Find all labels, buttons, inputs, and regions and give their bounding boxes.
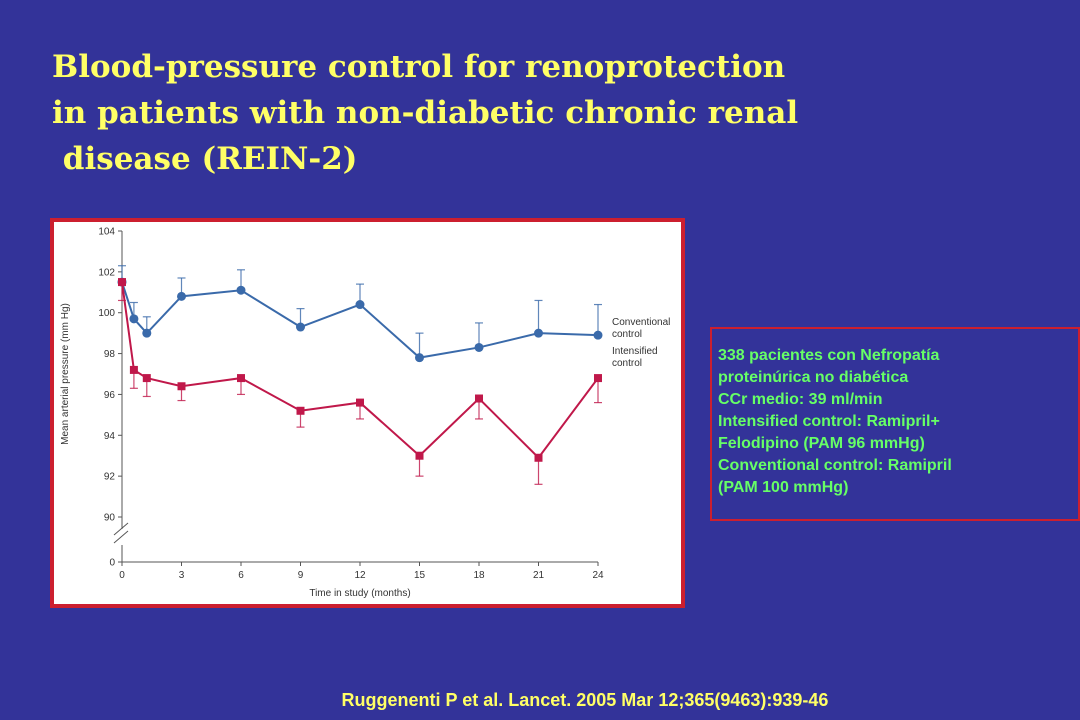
title-line-3: disease (REIN-2) bbox=[52, 141, 358, 177]
data-point-intensified bbox=[142, 374, 151, 383]
line-chart: 90 92 94 96 98 100 102 104 00 3 6 9 12 15 18 21 24 Time i… bbox=[60, 227, 670, 600]
legend-label-conventional: Conventional bbox=[612, 317, 670, 328]
info-line: CCr medio: 39 ml/min bbox=[718, 391, 883, 408]
legend-label-intensified: Intensified bbox=[612, 346, 658, 357]
data-point-conventional bbox=[474, 342, 484, 352]
data-point-intensified bbox=[415, 451, 424, 460]
axis-break-mark bbox=[113, 530, 129, 544]
x-tick-label: 3 bbox=[179, 570, 185, 581]
title-line-2: in patients with non-diabetic chronic re… bbox=[52, 95, 799, 131]
y-tick-label: 92 bbox=[104, 472, 116, 483]
data-point-conventional bbox=[355, 300, 365, 310]
y-tick-label: 94 bbox=[104, 431, 116, 442]
x-tick-label: 9 bbox=[298, 570, 304, 581]
data-point-conventional bbox=[415, 353, 424, 363]
data-point-intensified bbox=[296, 406, 305, 415]
axis-break-mark bbox=[113, 522, 129, 536]
y-tick-label: 100 bbox=[98, 308, 115, 319]
data-point-conventional bbox=[296, 322, 305, 332]
data-point-intensified bbox=[129, 365, 138, 374]
data-point-conventional bbox=[142, 328, 152, 338]
y-tick-label: 104 bbox=[98, 227, 115, 238]
y-tick-label: 102 bbox=[98, 267, 115, 278]
x-tick-label: 12 bbox=[354, 570, 366, 581]
y-tick-label: 90 bbox=[104, 513, 116, 524]
info-line: 338 pacientes con Nefropatía bbox=[718, 347, 940, 364]
chart-frame: 90 92 94 96 98 100 102 104 0 0 3 6 9 12 15 18 21 24 Time i… bbox=[50, 218, 685, 608]
info-line: Intensified control: Ramipril+ bbox=[718, 413, 940, 430]
legend-label-intensified: control bbox=[612, 358, 642, 369]
data-point-intensified bbox=[356, 398, 364, 407]
x-tick-label: 6 bbox=[238, 570, 244, 581]
data-point-intensified bbox=[118, 278, 126, 287]
x-tick-label: 0 bbox=[119, 570, 125, 581]
data-point-intensified bbox=[475, 394, 483, 403]
y-tick-label: 98 bbox=[104, 349, 116, 360]
legend-label-conventional: control bbox=[612, 329, 642, 340]
x-tick-label: 21 bbox=[533, 570, 545, 581]
title-line-1: Blood-pressure control for renoprotectio… bbox=[52, 49, 786, 85]
study-info-box: 338 pacientes con Nefropatía proteinúric… bbox=[710, 327, 1080, 521]
data-point-conventional bbox=[129, 314, 139, 324]
data-point-intensified bbox=[237, 374, 245, 383]
info-line: Felodipino (PAM 96 mmHg) bbox=[718, 435, 925, 452]
y-axis-label: Mean arterial pressure (mm Hg) bbox=[60, 303, 71, 445]
slide-title: Blood-pressure control for renoprotectio… bbox=[52, 44, 798, 182]
info-line: Conventional control: Ramipril bbox=[718, 457, 952, 474]
data-point-intensified bbox=[534, 453, 543, 462]
data-point-intensified bbox=[594, 374, 602, 383]
data-point-intensified bbox=[177, 382, 186, 391]
x-tick-label: 15 bbox=[414, 570, 426, 581]
info-line: proteinúrica no diabética bbox=[718, 369, 909, 386]
data-point-conventional bbox=[534, 328, 543, 338]
data-point-conventional bbox=[177, 291, 186, 301]
x-axis-label: Time in study (months) bbox=[309, 588, 410, 599]
x-tick-label: 18 bbox=[473, 570, 485, 581]
info-line: (PAM 100 mmHg) bbox=[718, 479, 849, 496]
data-point-conventional bbox=[593, 330, 603, 340]
x-tick-label: 24 bbox=[592, 570, 604, 581]
citation: Ruggenenti P et al. Lancet. 2005 Mar 12;… bbox=[341, 690, 829, 710]
y-tick-label: 0 bbox=[109, 558, 115, 569]
y-tick-label: 96 bbox=[104, 390, 116, 401]
data-point-conventional bbox=[236, 285, 246, 295]
